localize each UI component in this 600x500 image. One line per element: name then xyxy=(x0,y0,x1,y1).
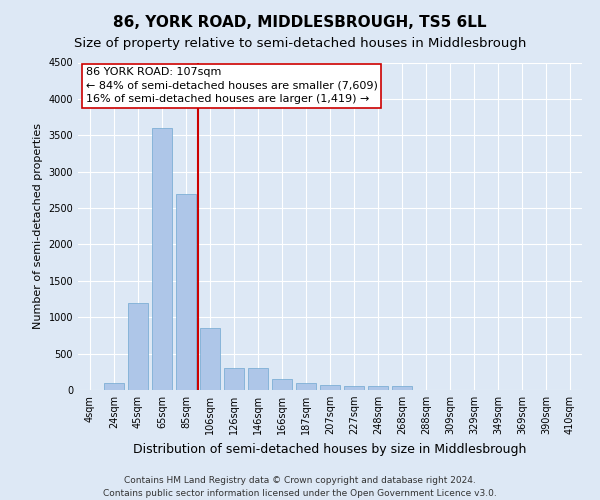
Bar xyxy=(200,328,220,390)
Text: 86 YORK ROAD: 107sqm
← 84% of semi-detached houses are smaller (7,609)
16% of se: 86 YORK ROAD: 107sqm ← 84% of semi-detac… xyxy=(86,68,377,104)
Bar xyxy=(272,379,292,390)
Text: 86, YORK ROAD, MIDDLESBROUGH, TS5 6LL: 86, YORK ROAD, MIDDLESBROUGH, TS5 6LL xyxy=(113,15,487,30)
Bar xyxy=(128,302,148,390)
X-axis label: Distribution of semi-detached houses by size in Middlesbrough: Distribution of semi-detached houses by … xyxy=(133,442,527,456)
Bar xyxy=(392,386,412,390)
Bar xyxy=(176,194,196,390)
Y-axis label: Number of semi-detached properties: Number of semi-detached properties xyxy=(33,123,43,329)
Bar xyxy=(368,386,388,390)
Bar xyxy=(248,368,268,390)
Bar xyxy=(296,382,316,390)
Bar xyxy=(104,382,124,390)
Bar xyxy=(344,386,364,390)
Text: Contains HM Land Registry data © Crown copyright and database right 2024.
Contai: Contains HM Land Registry data © Crown c… xyxy=(103,476,497,498)
Bar xyxy=(224,368,244,390)
Bar xyxy=(152,128,172,390)
Bar xyxy=(320,384,340,390)
Text: Size of property relative to semi-detached houses in Middlesbrough: Size of property relative to semi-detach… xyxy=(74,38,526,51)
